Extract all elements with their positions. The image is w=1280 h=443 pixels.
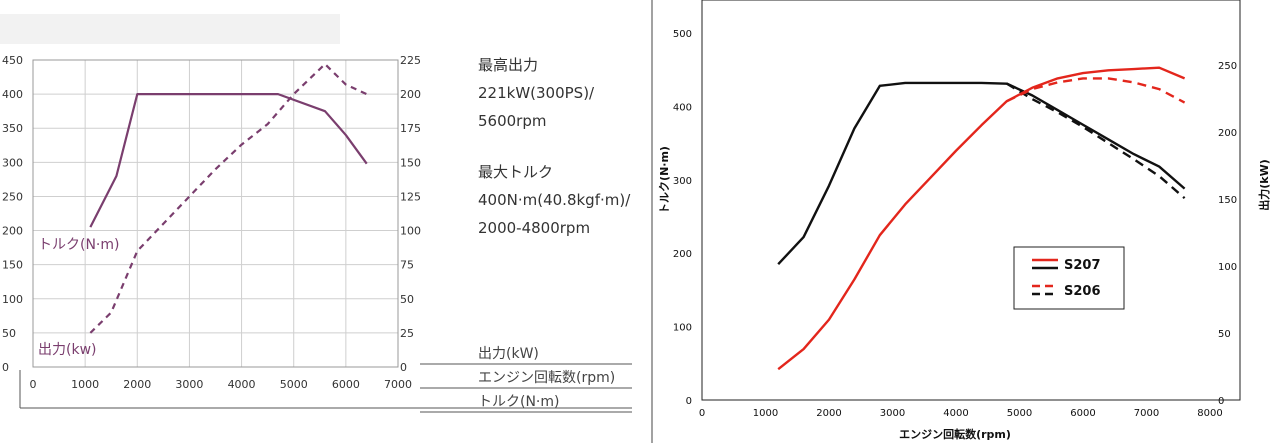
right-series-s206-power-line bbox=[1006, 77, 1186, 104]
left-y-tick: 100 bbox=[2, 293, 23, 306]
left-y-tick: 50 bbox=[2, 327, 16, 340]
right-y-tick: 100 bbox=[673, 323, 692, 334]
right-legend-label: S206 bbox=[1064, 284, 1101, 299]
left-y2-tick: 200 bbox=[400, 88, 421, 101]
left-x-tick: 0 bbox=[30, 378, 37, 391]
left-y2-tick: 125 bbox=[400, 190, 421, 203]
right-y-tick: 200 bbox=[673, 249, 692, 260]
left-x-tick: 1000 bbox=[71, 378, 99, 391]
left-series-torque-line bbox=[89, 93, 368, 228]
right-y2-tick: 50 bbox=[1218, 329, 1231, 340]
right-series-s207-torque-line bbox=[777, 81, 1186, 266]
left-y-tick: 200 bbox=[2, 225, 23, 238]
right-y-tick: 0 bbox=[686, 396, 692, 407]
left-y-tick: 0 bbox=[2, 361, 9, 374]
left-power-label: 出力(kw) bbox=[38, 342, 96, 358]
left-y2-tick: 150 bbox=[400, 156, 421, 169]
right-x-tick: 7000 bbox=[1134, 408, 1159, 419]
left-y-tick: 400 bbox=[2, 88, 23, 101]
left-x-tick: 5000 bbox=[280, 378, 308, 391]
left-spec-text: 5600rpm bbox=[478, 112, 546, 130]
left-y-tick: 350 bbox=[2, 122, 23, 135]
left-y-tick: 450 bbox=[2, 54, 23, 67]
right-x-tick: 5000 bbox=[1007, 408, 1032, 419]
left-axis-row-label: トルク(N·m) bbox=[478, 394, 559, 410]
left-x-tick: 6000 bbox=[332, 378, 360, 391]
left-x-tick: 4000 bbox=[228, 378, 256, 391]
left-spec-text: 2000-4800rpm bbox=[478, 219, 590, 237]
right-x-tick: 6000 bbox=[1070, 408, 1095, 419]
right-y-tick: 400 bbox=[673, 102, 692, 113]
right-series-s206-torque-line bbox=[1006, 82, 1186, 200]
left-y2-tick: 100 bbox=[400, 225, 421, 238]
right-legend-box bbox=[1013, 246, 1125, 310]
left-chart: 0 1000 2000 3000 4000 5000 6000 7000 0501001502… bbox=[0, 14, 632, 413]
right-y-tick: 300 bbox=[673, 176, 692, 187]
left-plot-frame bbox=[32, 59, 399, 368]
left-axis-row-label: 出力(kW) bbox=[478, 346, 539, 362]
left-y-tick: 250 bbox=[2, 190, 23, 203]
left-y2-tick: 25 bbox=[400, 327, 414, 340]
right-series-s207-power-line bbox=[777, 66, 1186, 371]
left-y2-tick: 175 bbox=[400, 122, 421, 135]
right-legend-label: S207 bbox=[1064, 258, 1101, 273]
left-y2-tick: 225 bbox=[400, 54, 421, 67]
right-x-tick: 0 bbox=[699, 408, 705, 419]
right-plot-frame bbox=[701, 0, 1241, 401]
left-x-tick: 2000 bbox=[123, 378, 151, 391]
left-spec-text: 221kW(300PS)/ bbox=[478, 84, 595, 102]
right-y2-tick: 100 bbox=[1218, 262, 1237, 273]
right-y2-tick: 200 bbox=[1218, 128, 1237, 139]
left-spec-text: 最高出力 bbox=[478, 56, 538, 74]
right-ylabel-right: 出力(kW) bbox=[1257, 159, 1271, 211]
right-x-tick: 3000 bbox=[880, 408, 905, 419]
left-y-tick: 150 bbox=[2, 259, 23, 272]
left-torque-label: トルク(N·m) bbox=[38, 237, 119, 253]
right-y2-tick: 0 bbox=[1218, 396, 1224, 407]
left-series-power-line bbox=[89, 62, 368, 334]
left-y2-tick: 50 bbox=[400, 293, 414, 306]
right-x-tick: 2000 bbox=[816, 408, 841, 419]
right-x-tick: 1000 bbox=[753, 408, 778, 419]
right-chart: 0 1000 2000 3000 4000 5000 6000 7000 8000 010020… bbox=[651, 0, 1280, 443]
left-y-tick: 300 bbox=[2, 156, 23, 169]
right-x-tick: 4000 bbox=[943, 408, 968, 419]
right-xlabel: エンジン回転数(rpm) bbox=[899, 427, 1011, 441]
left-y2-tick: 0 bbox=[400, 361, 407, 374]
left-x-tick: 7000 bbox=[384, 378, 412, 391]
right-y-tick: 500 bbox=[673, 29, 692, 40]
left-x-tick: 3000 bbox=[175, 378, 203, 391]
right-ylabel-left: トルク(N·m) bbox=[658, 146, 671, 214]
right-x-tick: 8000 bbox=[1197, 408, 1222, 419]
left-axis-row-label: エンジン回転数(rpm) bbox=[478, 370, 615, 386]
right-legend: S207 S206 bbox=[1013, 246, 1125, 310]
left-spec-text: 400N·m(40.8kgf·m)/ bbox=[478, 191, 631, 209]
left-y2-tick: 75 bbox=[400, 259, 414, 272]
right-y2-tick: 150 bbox=[1218, 195, 1237, 206]
right-y2-tick: 250 bbox=[1218, 61, 1237, 72]
left-spec-text: 最大トルク bbox=[478, 163, 553, 181]
